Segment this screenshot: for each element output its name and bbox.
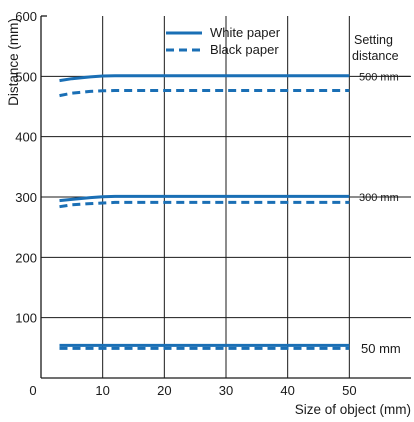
x-tick-label-40: 40 <box>280 383 294 398</box>
annotation-50mm: 50 mm <box>361 341 401 356</box>
annotation-500mm: 500 mm <box>359 71 399 83</box>
x-axis-title: Size of object (mm) <box>295 402 411 417</box>
legend: White paper Black paper <box>166 25 281 57</box>
series <box>59 74 350 350</box>
series-line-black-paper-300mm <box>59 200 350 209</box>
setting-distance-label-line2: distance <box>352 49 399 63</box>
y-tick-label-100: 100 <box>15 311 37 326</box>
y-tick-label-200: 200 <box>15 250 37 265</box>
x-tick-label-10: 10 <box>95 383 109 398</box>
annotation-300mm: 300 mm <box>359 192 399 204</box>
y-tick-label-400: 400 <box>15 130 37 145</box>
series-line-white-paper-500mm <box>59 74 350 83</box>
annotations: 500 mm 300 mm 50 mm <box>359 71 410 356</box>
y-tick-label-500: 500 <box>15 69 37 84</box>
y-tick-label-300: 300 <box>15 190 37 205</box>
setting-distance-label-line1: Setting <box>354 33 393 47</box>
tick-labels: 0 10 20 30 40 50 100 200 300 400 500 600 <box>15 9 356 398</box>
x-tick-label-0: 0 <box>29 383 36 398</box>
legend-label-black-paper: Black paper <box>210 42 279 57</box>
legend-label-white-paper: White paper <box>210 25 281 40</box>
x-tick-label-50: 50 <box>342 383 356 398</box>
y-tick-label-600: 600 <box>15 9 37 24</box>
series-line-black-paper-500mm <box>59 89 350 98</box>
x-tick-label-30: 30 <box>219 383 233 398</box>
x-tick-label-20: 20 <box>157 383 171 398</box>
series-line-white-paper-300mm <box>59 194 350 203</box>
axes <box>40 15 411 379</box>
y-axis-title: Distance (mm) <box>6 18 21 106</box>
